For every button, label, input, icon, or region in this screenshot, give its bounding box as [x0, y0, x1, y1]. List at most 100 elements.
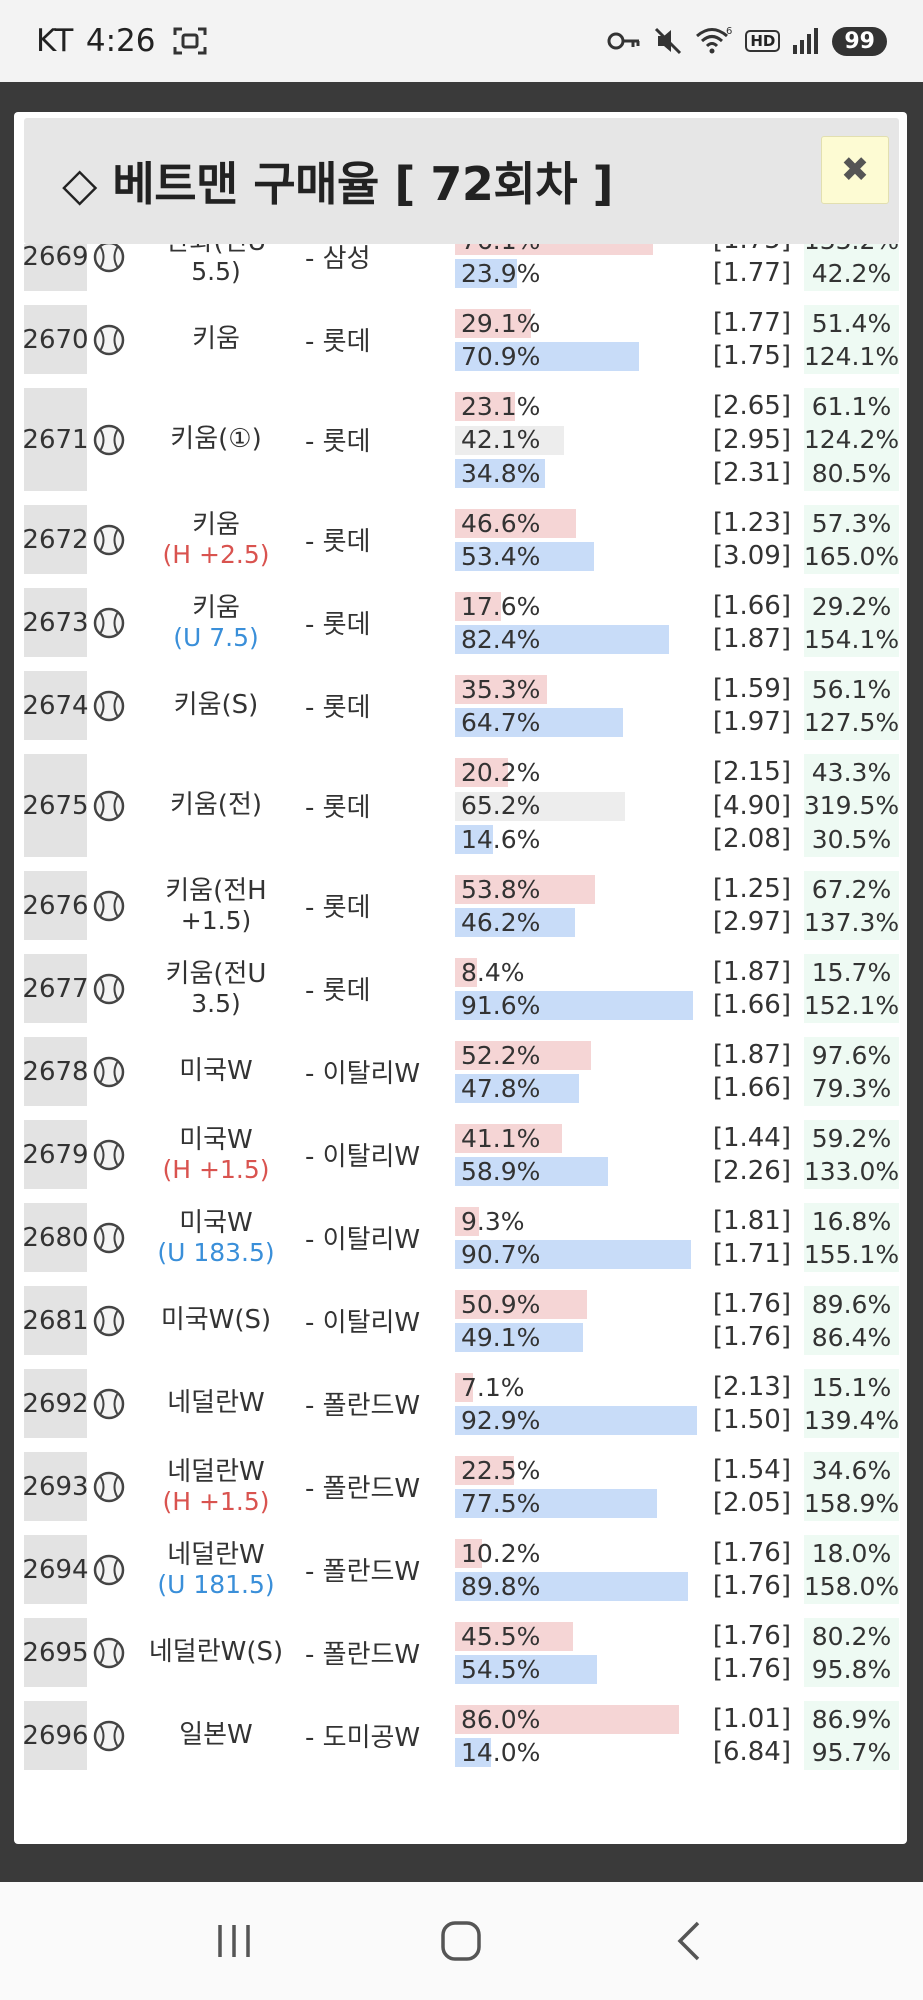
game-number: 2673 — [24, 588, 89, 657]
odds-value: [1.76] — [712, 1289, 791, 1319]
return-rate: 67.2% — [811, 874, 892, 904]
back-button[interactable] — [644, 1901, 734, 1981]
game-number: 2695 — [24, 1618, 89, 1687]
team-name: 일본W — [179, 1720, 253, 1750]
baseball-icon — [87, 388, 131, 491]
odds-value: [1.66] — [712, 1073, 791, 1103]
return-rates: 15.7% 152.1% — [804, 954, 899, 1023]
rate-bar — [455, 625, 670, 654]
recent-apps-button[interactable] — [189, 1901, 279, 1981]
home-team: 키움 (H +2.5) — [131, 505, 301, 574]
rate-line: 53.4% [3.09] — [455, 540, 799, 572]
battery-indicator: 99 — [832, 26, 887, 56]
return-rate: 57.3% — [811, 508, 892, 538]
rate-bar — [455, 259, 518, 288]
return-rate: 139.4% — [803, 1405, 899, 1435]
odds-value: [1.77] — [712, 308, 791, 338]
rate-bar — [455, 991, 694, 1020]
rate-bars: 76.1% [1.75] 23.9% [1.77] — [455, 244, 799, 291]
home-team: 키움 (U 7.5) — [131, 588, 301, 657]
rate-line: 70.9% [1.75] — [455, 340, 799, 372]
purchase-rate: 20.2% — [461, 757, 541, 787]
game-row: 2673 키움 (U 7.5) - 롯데 17.6% [1.66] 82.4% [1.87] 2… — [24, 588, 899, 660]
team-name: 키움(S) — [173, 690, 259, 720]
rate-bars: 29.1% [1.77] 70.9% [1.75] — [455, 305, 799, 374]
odds-value: [2.13] — [712, 1372, 791, 1402]
rate-line: 76.1% [1.75] — [455, 244, 799, 256]
away-team: - 이탈리W — [305, 1142, 421, 1172]
rate-line: 22.5% [1.54] — [455, 1454, 799, 1486]
return-rate: 127.5% — [803, 707, 899, 737]
purchase-rate: 64.7% — [461, 707, 541, 737]
rate-bar — [455, 1738, 492, 1767]
return-rate: 56.1% — [811, 674, 892, 704]
rate-bar — [455, 1456, 514, 1485]
game-row: 2680 미국W (U 183.5) - 이탈리W 9.3% [1.81] 90.7% [1.… — [24, 1203, 899, 1275]
rate-line: 35.3% [1.59] — [455, 673, 799, 705]
return-rate: 155.1% — [803, 1239, 899, 1269]
handicap-label: (U 7.5) — [173, 622, 259, 652]
rate-bars: 52.2% [1.87] 47.8% [1.66] — [455, 1037, 799, 1106]
return-rates: 61.1% 124.2% 80.5% — [804, 388, 899, 491]
odds-value: [6.84] — [712, 1737, 791, 1767]
home-team: 네덜란W — [131, 1369, 301, 1438]
rate-bar — [455, 1539, 482, 1568]
odds-value: [1.87] — [712, 624, 791, 654]
baseball-icon — [87, 588, 131, 657]
baseball-icon — [87, 954, 131, 1023]
purchase-rate: 35.3% — [461, 674, 541, 704]
odds-value: [1.75] — [713, 244, 791, 255]
baseball-icon — [87, 671, 131, 740]
baseball-icon — [87, 505, 131, 574]
odds-value: [1.54] — [712, 1455, 791, 1485]
return-rate: 61.1% — [811, 391, 892, 421]
status-bar: KT 4:26 6 HD 99 — [0, 0, 923, 82]
return-rates: 29.2% 154.1% — [804, 588, 899, 657]
odds-value: [1.97] — [712, 707, 791, 737]
purchase-rate: 17.6% — [461, 591, 541, 621]
return-rate: 42.2% — [811, 258, 892, 288]
rate-bars: 46.6% [1.23] 53.4% [3.09] — [455, 505, 799, 574]
home-button[interactable] — [416, 1901, 506, 1981]
rate-bar — [455, 509, 577, 538]
odds-value: [1.59] — [712, 674, 791, 704]
rate-bar — [455, 1489, 657, 1518]
home-team: 키움(전H +1.5) — [131, 871, 301, 940]
return-rate: 133.2% — [804, 244, 899, 256]
modal-title: ◇ 베트맨 구매율 [ 72회차 ] — [62, 157, 614, 211]
baseball-icon — [87, 1535, 131, 1604]
team-name: 네덜란W — [167, 1456, 265, 1487]
purchase-rate: 86.0% — [461, 1704, 541, 1734]
svg-text:6: 6 — [726, 26, 732, 37]
game-row: 2694 네덜란W (U 181.5) - 폴란드W 10.2% [1.76] 89.8%[… — [24, 1535, 899, 1607]
mute-icon — [653, 26, 683, 56]
baseball-icon — [87, 1203, 131, 1272]
return-rates: 15.1% 139.4% — [804, 1369, 899, 1438]
team-name: 키움(전U — [165, 958, 267, 989]
home-team: 미국W — [131, 1037, 301, 1106]
team-name: 키움 — [192, 509, 240, 540]
rate-line: 46.6% [1.23] — [455, 507, 799, 539]
away-team: - 폴란드W — [305, 1474, 421, 1504]
game-list[interactable]: 2669한화(전U5.5)- 삼성76.1%[1.75]23.9%[1.77]1… — [24, 244, 899, 1842]
purchase-rate: 7.1% — [461, 1372, 525, 1402]
return-rates: 57.3% 165.0% — [804, 505, 899, 574]
rate-bars: 53.8% [1.25] 46.2% [2.97] — [455, 871, 799, 940]
purchase-rate: 23.1% — [461, 391, 541, 421]
game-number: 2669 — [24, 244, 89, 291]
rate-bar — [455, 1157, 609, 1186]
rate-bar — [455, 459, 546, 488]
away-team: - 롯데 — [305, 976, 371, 1006]
away-team: - 폴란드W — [305, 1557, 421, 1587]
away-team: - 롯데 — [305, 610, 371, 640]
purchase-rate: 8.4% — [461, 957, 525, 987]
close-button[interactable]: ✖ — [821, 136, 889, 204]
purchase-rate: 50.9% — [461, 1289, 541, 1319]
home-team: 미국W (U 183.5) — [131, 1203, 301, 1272]
rate-line: 42.1% [2.95] — [455, 424, 799, 456]
baseball-icon — [87, 244, 131, 291]
rate-line: 23.9% [1.77] — [455, 257, 799, 289]
odds-value: [1.25] — [712, 874, 791, 904]
odds-value: [2.05] — [712, 1488, 791, 1518]
rate-line: 54.5% [1.76] — [455, 1653, 799, 1685]
